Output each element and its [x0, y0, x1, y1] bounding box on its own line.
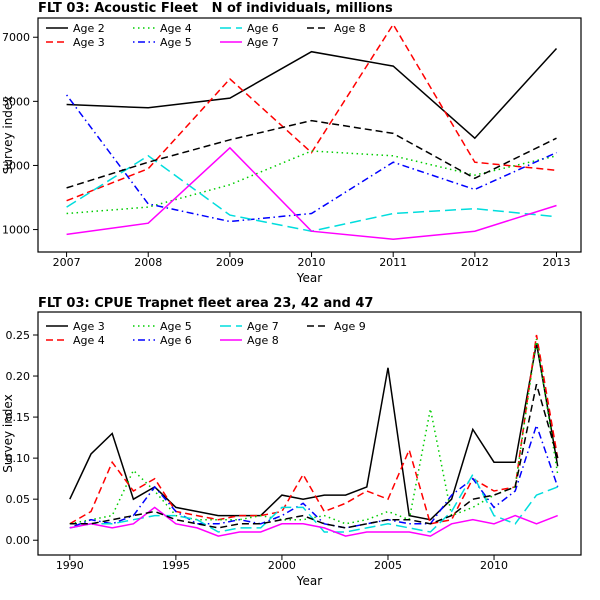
y-tick-label: 5000	[2, 95, 30, 108]
series-line-age-6	[66, 154, 557, 232]
y-tick-label: 0.10	[6, 452, 31, 465]
legend-label-age-2: Age 2	[73, 22, 105, 35]
x-tick-label: 2008	[134, 256, 162, 269]
legend-label-age-4: Age 4	[160, 22, 192, 35]
y-axis-label: Survey index	[1, 96, 15, 174]
y-tick-label: 0.20	[6, 370, 31, 383]
x-tick-label: 2010	[480, 559, 508, 572]
legend-label-age-4: Age 4	[73, 334, 105, 347]
x-axis-label: Year	[296, 271, 322, 285]
y-tick-label: 0.15	[6, 411, 31, 424]
legend-label-age-6: Age 6	[247, 22, 279, 35]
legend-label-age-8: Age 8	[334, 22, 366, 35]
series-line-age-9	[69, 383, 559, 529]
legend-label-age-8: Age 8	[247, 334, 279, 347]
x-tick-label: 2005	[374, 559, 402, 572]
chart-cpue-trapnet: FLT 03: CPUE Trapnet fleet area 23, 42 a…	[0, 295, 600, 600]
x-tick-label: 2011	[379, 256, 407, 269]
x-axis-label: Year	[296, 574, 322, 588]
y-tick-label: 0.25	[6, 329, 31, 342]
series-line-age-2	[66, 47, 558, 140]
series-line-age-8	[69, 506, 558, 537]
chart-cpue-title: FLT 03: CPUE Trapnet fleet area 23, 42 a…	[38, 296, 374, 311]
legend-label-age-7: Age 7	[247, 320, 279, 333]
y-tick-label: 7000	[2, 31, 30, 44]
x-tick-label: 2009	[216, 256, 244, 269]
x-tick-label: 2000	[268, 559, 296, 572]
legend-label-age-7: Age 7	[247, 36, 279, 49]
series-line-age-7	[66, 146, 557, 240]
legend-label-age-6: Age 6	[160, 334, 192, 347]
series-line-age-6	[69, 422, 559, 529]
series-line-age-4	[66, 150, 557, 215]
x-tick-label: 2010	[298, 256, 326, 269]
y-axis-label: Survey index	[1, 394, 15, 472]
y-tick-label: 0.05	[6, 493, 31, 506]
x-tick-label: 1995	[162, 559, 190, 572]
plot-box	[37, 17, 582, 253]
legend-label-age-3: Age 3	[73, 36, 105, 49]
legend-label-age-5: Age 5	[160, 320, 192, 333]
x-tick-label: 2013	[543, 256, 571, 269]
chart-plot-0: 2007 2008 2009 2010 2011 2012 2013 1000 3000 5000…	[1, 17, 582, 285]
y-tick-label: 0.00	[6, 534, 31, 547]
legend-label-age-3: Age 3	[73, 320, 105, 333]
legend-label-age-5: Age 5	[160, 36, 192, 49]
series-line-age-3	[66, 22, 557, 202]
y-tick-label: 3000	[2, 159, 30, 172]
x-tick-label: 2012	[461, 256, 489, 269]
x-tick-label: 2007	[53, 256, 81, 269]
series-line-age-5	[65, 94, 557, 223]
series-line-age-7	[69, 472, 558, 533]
series-line-age-8	[66, 119, 557, 189]
series-line-age-3	[69, 343, 559, 521]
chart-plot-1: 1990 1995 2000 2005 2010 0.00 0.05 0.10 0.15 0.20…	[1, 311, 582, 588]
y-tick-label: 1000	[2, 224, 30, 237]
plot-box	[37, 311, 582, 556]
legend-label-age-9: Age 9	[334, 320, 366, 333]
chart-acoustic-title: FLT 03: Acoustic Fleet N of individuals,…	[38, 1, 393, 16]
x-tick-label: 1990	[56, 559, 84, 572]
chart-acoustic-fleet: FLT 03: Acoustic Fleet N of individuals,…	[0, 0, 600, 295]
